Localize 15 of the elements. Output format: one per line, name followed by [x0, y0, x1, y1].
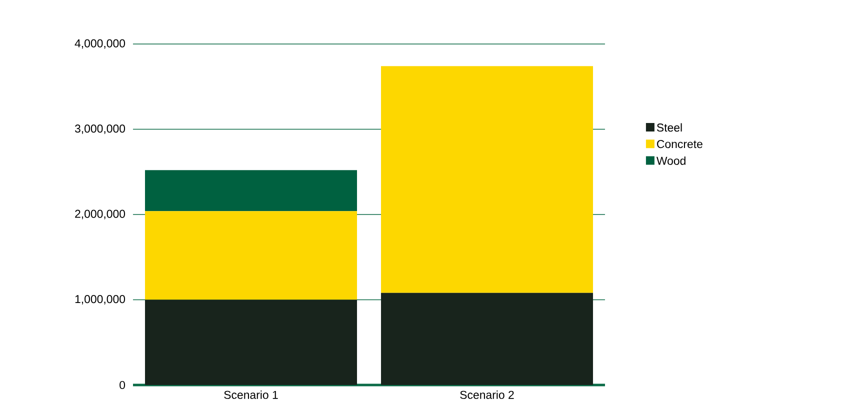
x-tick-label: Scenario 2: [460, 390, 514, 399]
bar: [381, 66, 594, 293]
y-tick-label: 1,000,000: [75, 295, 126, 304]
y-tick-label: 0: [120, 380, 126, 390]
bar: [381, 292, 594, 385]
bar: [145, 211, 358, 300]
bar: [145, 170, 358, 212]
y-tick-label: 4,000,000: [74, 39, 126, 49]
bar: [145, 300, 358, 385]
y-tick-label: 3,000,000: [74, 124, 126, 134]
legend-label: Concrete: [657, 140, 702, 148]
y-tick-label: 2,000,000: [75, 210, 126, 220]
x-tick-label: Scenario 1: [224, 390, 278, 399]
legend-label: Wood: [656, 156, 686, 165]
legend-label: Steel: [656, 123, 682, 132]
